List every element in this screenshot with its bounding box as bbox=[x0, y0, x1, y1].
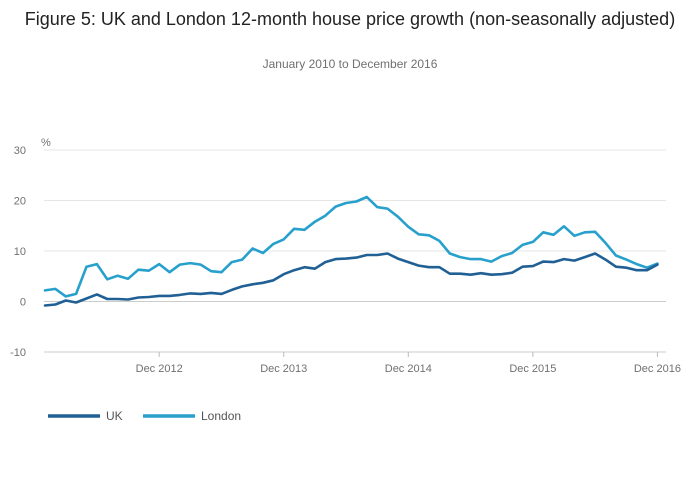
gridlines bbox=[44, 149, 666, 353]
chart-title: Figure 5: UK and London 12-month house p… bbox=[24, 9, 676, 29]
series-line-london bbox=[43, 195, 659, 298]
series-lines bbox=[43, 195, 659, 307]
legend-label: UK bbox=[106, 409, 123, 423]
series-line-uk bbox=[43, 252, 659, 307]
y-tick-label: 20 bbox=[14, 196, 26, 208]
x-tick-label: Dec 2014 bbox=[385, 363, 432, 375]
legend-item-uk[interactable]: UK bbox=[48, 409, 123, 423]
legend[interactable]: UK London bbox=[48, 409, 241, 423]
chart-subtitle: January 2010 to December 2016 bbox=[262, 57, 438, 71]
y-axis-label: % bbox=[41, 137, 51, 149]
x-tick-label: Dec 2013 bbox=[260, 363, 307, 375]
x-tick-label: Dec 2016 bbox=[634, 363, 681, 375]
legend-item-london[interactable]: London bbox=[143, 409, 241, 423]
y-tick-label: 10 bbox=[14, 246, 26, 258]
y-tick-label: 30 bbox=[14, 145, 26, 157]
x-tick-label: Dec 2015 bbox=[509, 363, 556, 375]
x-tick-label: Dec 2012 bbox=[136, 363, 183, 375]
y-tick-label: 0 bbox=[20, 297, 26, 309]
y-tick-label: -10 bbox=[10, 347, 26, 359]
legend-label: London bbox=[201, 409, 241, 423]
axes: 30 20 10 0 -10 Dec 2012 Dec 2013 Dec 2014 Dec 20… bbox=[10, 145, 681, 375]
